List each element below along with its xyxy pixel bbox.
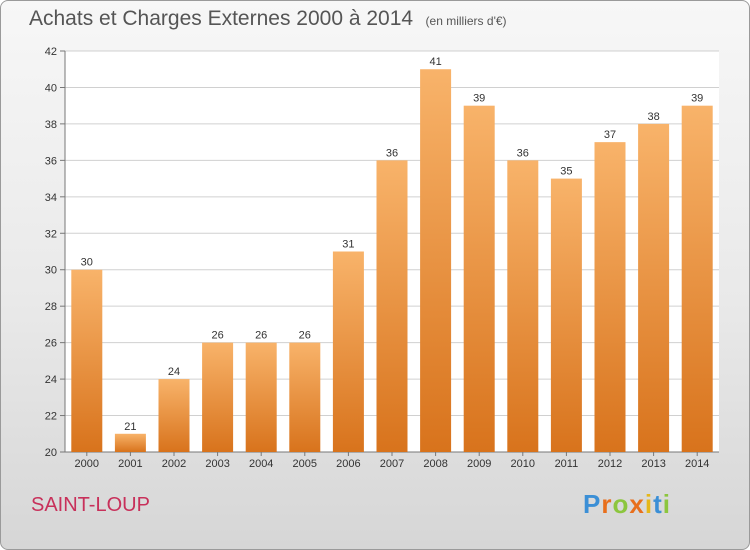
chart-subtitle: (en milliers d'€) [425,14,507,28]
x-tick-label: 2008 [423,458,447,470]
y-tick-label: 42 [45,46,57,58]
bar-value-label: 30 [81,257,93,269]
y-tick-label: 24 [45,374,57,386]
y-tick-label: 36 [45,155,57,167]
bar-value-label: 26 [211,330,223,342]
bar [245,342,277,452]
bar-chart: 20 22 24 26 28 30 32 34 36 38 40 42 30 2000 21 2001 24 20… [45,46,719,470]
chart-title: Achats et Charges Externes 2000 à 2014 [29,7,414,30]
x-tick-label: 2011 [555,458,579,470]
y-tick-label: 30 [45,265,57,277]
x-tick-label: 2000 [75,458,99,470]
proxiti-logo: Proxiti [583,489,671,519]
bar [420,69,452,453]
bar-value-label: 41 [429,56,441,68]
x-tick-label: 2003 [205,458,229,470]
bar-value-label: 31 [342,239,354,251]
y-tick-label: 32 [45,228,57,240]
bar-value-label: 38 [647,111,659,123]
y-tick-label: 26 [45,338,57,350]
x-tick-label: 2005 [293,458,317,470]
bar [638,123,670,452]
bar-value-label: 21 [124,421,136,433]
bar [202,342,234,452]
bar [289,342,321,452]
place-name: SAINT-LOUP [31,494,150,516]
bar [158,379,190,452]
bar [550,178,582,452]
x-tick-label: 2013 [641,458,665,470]
bar-value-label: 26 [299,330,311,342]
bar [507,160,539,452]
x-tick-label: 2014 [685,458,709,470]
x-tick-label: 2007 [380,458,404,470]
bar-value-label: 26 [255,330,267,342]
bar-value-label: 24 [168,366,180,378]
x-tick-label: 2001 [118,458,142,470]
x-tick-label: 2004 [249,458,273,470]
bar-value-label: 35 [560,166,572,178]
bar [332,251,364,452]
bar-value-label: 39 [691,93,703,105]
bar-value-label: 36 [517,147,529,159]
bar [594,142,626,453]
bar [71,269,103,452]
x-tick-label: 2012 [598,458,622,470]
bar-value-label: 36 [386,147,398,159]
x-tick-label: 2006 [336,458,360,470]
y-tick-label: 22 [45,411,57,423]
y-tick-label: 34 [45,192,57,204]
y-tick-label: 40 [45,82,57,94]
x-tick-label: 2002 [162,458,186,470]
x-tick-label: 2010 [511,458,535,470]
y-tick-label: 20 [45,447,57,459]
bar-value-label: 39 [473,93,485,105]
title-row: Achats et Charges Externes 2000 à 2014 (… [29,7,507,31]
bar [376,160,408,452]
y-tick-label: 38 [45,119,57,131]
bar [681,105,713,452]
y-tick-label: 28 [45,301,57,313]
bar [114,433,146,452]
bar-value-label: 37 [604,129,616,141]
bar [463,105,495,452]
x-tick-label: 2009 [467,458,491,470]
